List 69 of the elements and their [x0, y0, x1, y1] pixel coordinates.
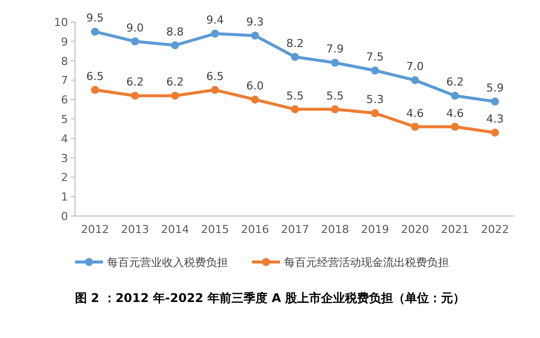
x-tick-label: 2017	[281, 223, 309, 236]
point	[331, 105, 339, 114]
data-label: 4.6	[406, 106, 424, 120]
data-label: 9.0	[126, 21, 144, 34]
data-label: 7.5	[366, 50, 384, 64]
data-label: 4.3	[486, 112, 504, 126]
point	[131, 92, 139, 100]
point	[251, 96, 259, 104]
x-tick-label: 2020	[401, 223, 429, 236]
x-tick-label: 2012	[81, 223, 109, 236]
y-tick-label: 10	[54, 16, 68, 29]
data-label: 9.3	[246, 16, 264, 29]
y-tick-label: 5	[61, 113, 68, 126]
point	[451, 122, 459, 131]
y-tick-label: 1	[61, 190, 68, 204]
data-label: 8.2	[286, 36, 304, 50]
x-tick-label: 2015	[201, 223, 229, 236]
data-label: 4.6	[446, 106, 464, 120]
data-label: 5.5	[286, 89, 304, 102]
y-tick-label: 3	[61, 152, 68, 165]
point	[251, 32, 259, 40]
point	[291, 52, 299, 61]
point	[411, 76, 419, 84]
data-label: 6.0	[246, 80, 264, 93]
x-tick-label: 2022	[481, 223, 509, 236]
point	[91, 86, 99, 94]
data-label: 5.3	[366, 93, 384, 106]
text: 图 2 ：2012 年-2022 年前三季度 A 股上市企业税费负担（单位：元）	[74, 291, 466, 305]
x-tick-label: 2013	[121, 223, 149, 236]
x-tick-label: 2014	[161, 223, 189, 236]
x-tick-label: 2021	[441, 223, 469, 236]
x-tick-label: 2019	[361, 223, 389, 236]
y-tick-label: 7	[61, 74, 68, 88]
point	[451, 92, 459, 100]
data-label: 7.0	[406, 60, 424, 74]
y-tick-label: 9	[61, 35, 68, 48]
data-label: 6.2	[166, 76, 184, 89]
point	[171, 92, 179, 100]
point	[411, 122, 419, 131]
point	[331, 58, 339, 67]
y-tick-label: 4	[61, 132, 68, 146]
point	[491, 128, 499, 137]
data-label: 7.9	[326, 42, 344, 56]
x-tick-label: 2018	[321, 223, 349, 236]
data-label: 5.9	[486, 82, 504, 95]
data-label: 6.5	[86, 70, 104, 83]
point	[491, 98, 499, 106]
x-tick-label: 2016	[241, 223, 269, 236]
point	[371, 66, 379, 74]
data-label: 6.2	[126, 76, 144, 89]
y-tick-label: 0	[61, 210, 68, 223]
legend-label: 每百元营业收入税费负担	[107, 256, 228, 269]
point	[371, 109, 379, 118]
y-tick-label: 6	[61, 94, 68, 107]
data-label: 6.5	[206, 70, 224, 83]
point	[131, 37, 139, 46]
point	[211, 30, 219, 38]
point	[91, 28, 99, 36]
data-label: 8.8	[166, 25, 184, 38]
data-label: 9.4	[206, 14, 224, 27]
point	[211, 86, 219, 94]
y-tick-label: 2	[61, 171, 68, 184]
legend-label: 每百元经营活动现金流出税费负担	[284, 256, 449, 269]
point	[291, 105, 299, 114]
data-label: 9.5	[86, 12, 104, 25]
data-label: 5.5	[326, 89, 344, 102]
y-tick-label: 8	[61, 54, 68, 68]
data-label: 6.2	[446, 76, 464, 89]
point	[171, 41, 179, 50]
